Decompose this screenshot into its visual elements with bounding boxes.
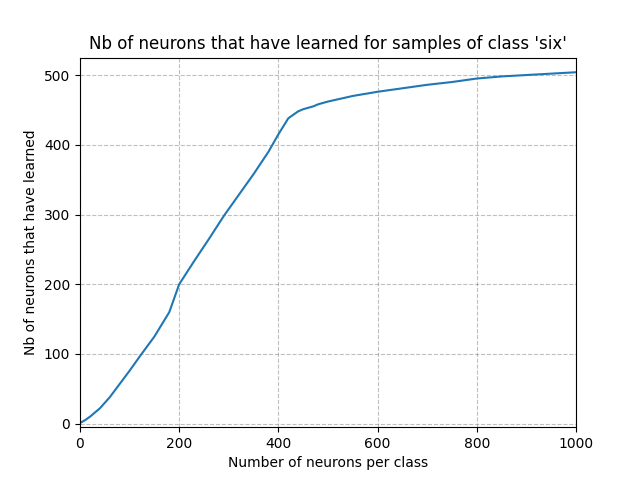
Title: Nb of neurons that have learned for samples of class 'six': Nb of neurons that have learned for samp… — [89, 35, 567, 53]
X-axis label: Number of neurons per class: Number of neurons per class — [228, 456, 428, 470]
Y-axis label: Nb of neurons that have learned: Nb of neurons that have learned — [24, 130, 38, 355]
